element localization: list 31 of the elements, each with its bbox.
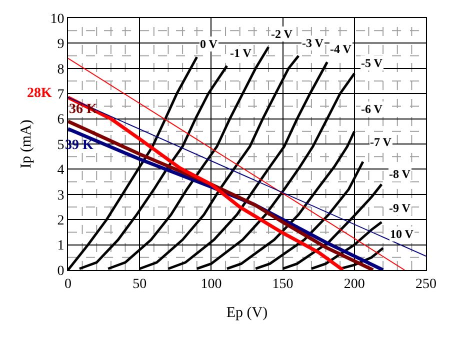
y-tick-label: 7 [57,88,64,102]
series-label: -5 V [361,56,383,70]
series-label: -8 V [389,167,411,181]
y-tick-label: 9 [57,37,64,52]
y-tick-label: 8 [57,62,64,78]
x-tick-label: 50 [132,276,147,292]
y-tick-label: 1 [57,238,64,254]
y-tick-label: 10 [50,12,64,27]
y-tick-label: 2 [57,214,64,228]
series-label: 10 V [390,227,414,241]
x-tick-label: 100 [200,276,222,292]
y-tick-label: 5 [57,138,64,153]
series-label: -6 V [361,102,383,116]
series-label: 0 V [200,37,218,51]
series-label: -1 V [230,46,252,60]
x-tick-label: 150 [272,276,294,292]
series-label: 36 K [69,102,98,117]
series-label: -7 V [370,135,392,149]
x-tick-label: 200 [344,276,365,292]
series-label: -2 V [271,27,293,41]
series-label: -9 V [389,201,411,215]
x-axis-title: Ep (V) [226,304,268,321]
series-label: -3 V [302,36,324,50]
series-label: 28K [27,86,52,101]
y-axis-title: Ip (mA) [18,120,34,168]
x-tick-label: 250 [416,276,436,292]
y-tick-label: 3 [57,188,64,204]
y-tick-label: 4 [57,163,64,178]
y-tick-label: 6 [57,112,64,128]
y-tick-label: 0 [57,264,64,279]
series-label: -4 V [330,42,352,56]
